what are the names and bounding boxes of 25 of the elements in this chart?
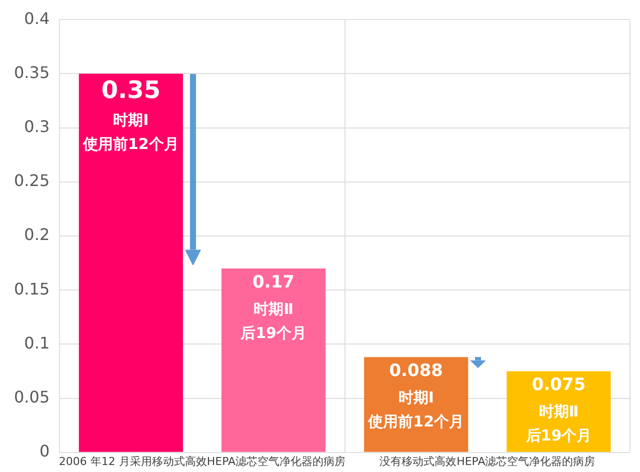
y-tick-label: 0.4 <box>24 8 50 28</box>
y-tick-label: 0.1 <box>24 333 50 352</box>
data-label: 0.075 <box>532 375 586 396</box>
y-tick-label: 0.15 <box>14 279 50 298</box>
annotation: 使用前12个月 <box>367 412 464 431</box>
y-tick-label: 0.2 <box>24 225 50 244</box>
text: 时期Ⅱ <box>254 300 294 318</box>
x-tick-label: 没有移动式高效HEPA滤芯空气净化器的病房 <box>380 454 596 468</box>
y-tick-label: 0 <box>39 442 50 461</box>
bar <box>221 268 326 452</box>
y-tick-label: 0.25 <box>14 171 50 190</box>
text: 时期Ⅰ <box>113 111 149 130</box>
annotation: 后19个月 <box>240 324 306 342</box>
annotation: 使用前12个月 <box>82 135 179 154</box>
series-label: 时期Ⅱ <box>538 402 579 421</box>
y-tick-label: 0.05 <box>14 387 50 406</box>
annotation: 后19个月 <box>524 426 592 445</box>
series-label: 时期Ⅰ <box>398 388 434 407</box>
bar <box>78 74 183 452</box>
data-label: 0.17 <box>252 272 294 292</box>
y-tick-label: 0.3 <box>24 116 50 136</box>
x-tick-label: 2006 年12 月采用移动式高效HEPA滤芯空气净化器的病房 <box>58 454 346 468</box>
data-label: 0.35 <box>101 76 161 104</box>
data-label: 0.088 <box>389 361 443 382</box>
y-tick-label: 0.35 <box>14 62 50 82</box>
